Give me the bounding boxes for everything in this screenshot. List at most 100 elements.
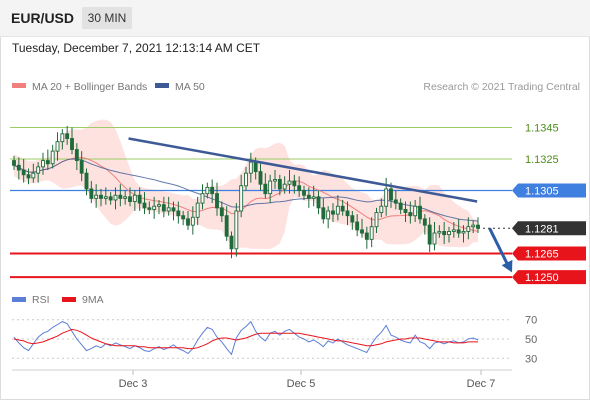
candle-body-down: [277, 179, 282, 190]
candle-body-down: [422, 218, 427, 226]
candle-body-up: [195, 202, 200, 218]
candle-body-down: [118, 194, 123, 199]
ma20-legend-swatch: [12, 83, 26, 88]
candle-body-down: [137, 194, 142, 204]
timeframe-button[interactable]: 30 MIN: [82, 7, 132, 29]
candle-body-up: [451, 229, 456, 232]
candle-body-up: [190, 216, 195, 226]
candle-body-up: [41, 160, 45, 168]
candle-body-up: [50, 150, 55, 165]
candle-body-up: [384, 188, 389, 207]
level-label-support: 1.1250: [525, 272, 559, 284]
candlesticks: [12, 125, 480, 259]
level-tag-current: [512, 221, 586, 236]
candle-body-down: [128, 196, 132, 202]
candle-body-up: [287, 180, 292, 185]
candle-body-down: [253, 161, 258, 173]
chart-datetime: Tuesday, December 7, 2021 12:13:14 AM CE…: [12, 41, 261, 55]
ma9-line: [13, 328, 478, 350]
candle-body-down: [331, 210, 335, 215]
candle-body-up: [369, 226, 374, 240]
candle-body-up: [123, 196, 128, 199]
candle-body-down: [321, 207, 326, 220]
level-label-support: 1.1265: [525, 249, 559, 261]
candle-body-up: [437, 230, 442, 234]
ma9-legend-label: 9MA: [82, 294, 104, 306]
ma50-legend-label: MA 50: [175, 81, 205, 93]
candle-body-down: [302, 190, 306, 196]
symbol-label: EUR/USD: [11, 10, 75, 26]
rsi-tick-label: 70: [525, 315, 537, 327]
candle-body-up: [326, 210, 331, 220]
candle-body-down: [389, 188, 393, 201]
candle-body-down: [263, 183, 268, 195]
x-tick-label: Dec 3: [119, 378, 148, 390]
candle-body-down: [74, 149, 79, 162]
candle-body-up: [60, 133, 65, 143]
candle-body-down: [219, 207, 224, 217]
price-tags: 1.1345 1.1325 1.1305 1.1281 1.1265 1.1250: [512, 123, 586, 285]
candle-body-down: [215, 193, 219, 209]
candle-body-up: [200, 193, 205, 204]
candle-body-down: [99, 194, 103, 199]
candle-body-up: [36, 166, 41, 174]
candle-body-down: [456, 229, 461, 234]
candle-body-down: [181, 215, 186, 220]
candle-body-down: [258, 171, 263, 185]
candle-body-down: [345, 210, 350, 217]
candle-body-down: [306, 194, 311, 199]
candle-body-down: [21, 169, 26, 176]
ma20-legend-label: MA 20 + Bollinger Bands: [32, 81, 147, 93]
candle-body-up: [94, 194, 99, 199]
candle-body-down: [12, 160, 16, 166]
candle-body-down: [442, 230, 447, 236]
candle-body-down: [229, 235, 234, 250]
candle-body-down: [147, 207, 152, 210]
candle-body-up: [239, 185, 244, 212]
candle-body-up: [157, 204, 161, 207]
level-tag-pivot: [512, 183, 586, 198]
candle-body-down: [142, 202, 147, 209]
candle-body-up: [379, 205, 384, 213]
candle-body-down: [393, 199, 398, 204]
x-axis: Dec 3 Dec 5 Dec 7: [119, 370, 496, 390]
rsi-tick-label: 50: [525, 334, 537, 346]
candle-body-down: [65, 133, 70, 139]
candle-body-up: [166, 207, 171, 212]
candle-body-down: [108, 196, 113, 201]
resistance-trendline: [128, 137, 478, 203]
level-label-resistance: 1.1345: [525, 123, 559, 135]
trendline-group: [128, 137, 513, 273]
candle-body-down: [418, 205, 422, 220]
candle-body-up: [55, 141, 60, 152]
candle-body-down: [171, 207, 176, 212]
candle-body-down: [210, 186, 215, 195]
level-label-pivot: 1.1305: [525, 186, 559, 198]
candle-body-down: [316, 196, 321, 209]
candle-body-down: [355, 221, 360, 231]
rsi-legend-label: RSI: [32, 294, 50, 306]
candle-body-down: [403, 208, 408, 213]
candle-body-down: [70, 138, 74, 150]
candle-body-up: [152, 205, 157, 210]
projection-arrow-head: [501, 259, 513, 273]
candle-body-up: [31, 172, 36, 179]
candle-body-down: [364, 232, 369, 240]
candle-body-down: [79, 160, 84, 174]
rsi-tick-label: 30: [525, 353, 537, 365]
candle-body-down: [176, 210, 181, 217]
candle-body-up: [413, 205, 418, 217]
candle-body-down: [297, 185, 302, 191]
candle-body-up: [311, 196, 316, 199]
candle-body-up: [466, 226, 471, 232]
candle-body-up: [447, 230, 451, 236]
x-tick-label: Dec 7: [467, 378, 496, 390]
candle-body-down: [16, 164, 21, 171]
price-levels: [10, 127, 512, 279]
candle-body-up: [234, 210, 239, 250]
candle-body-down: [224, 215, 229, 237]
rsi-legend-swatch: [12, 297, 26, 302]
candle-body-down: [161, 204, 166, 212]
candle-body-up: [374, 212, 379, 228]
